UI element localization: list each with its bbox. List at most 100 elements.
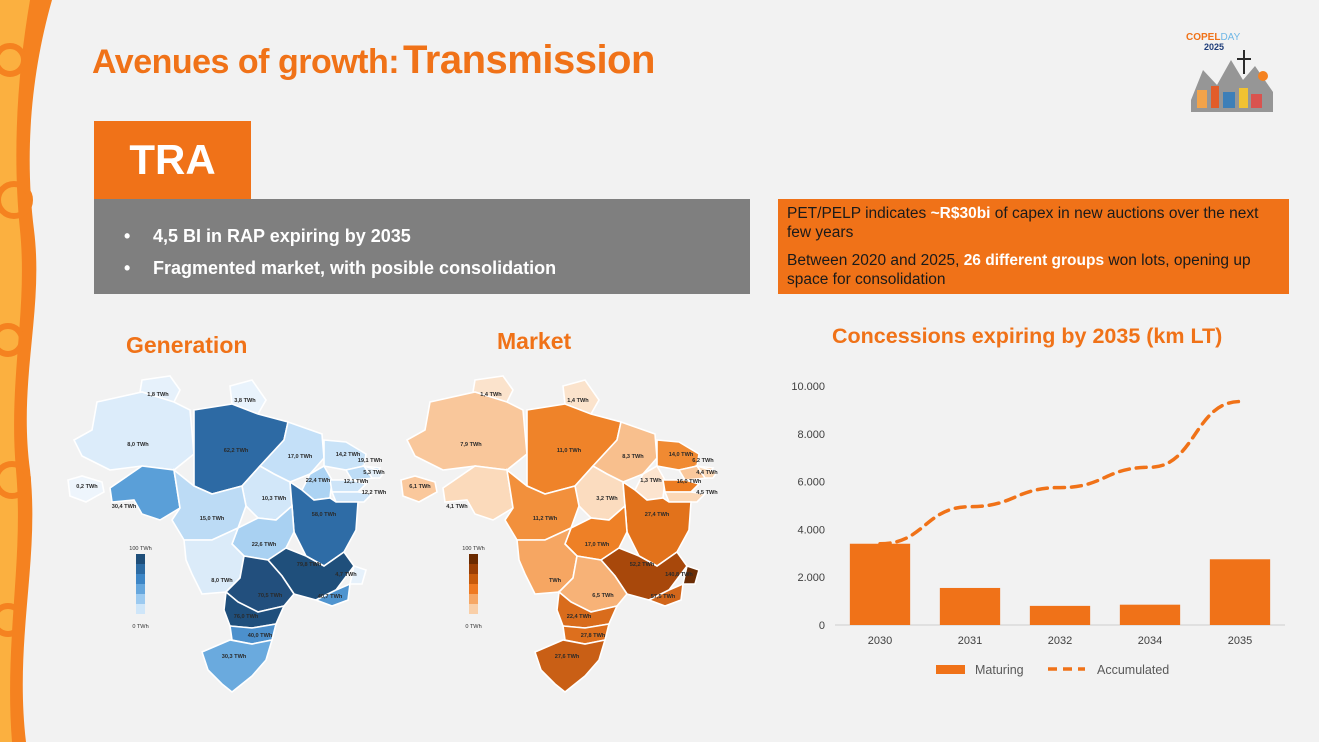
market-region-label: 3,2 TWh xyxy=(596,496,618,502)
generation-legend-swatch xyxy=(136,594,145,604)
generation-region xyxy=(349,564,367,585)
generation-legend-swatch xyxy=(136,554,145,564)
legend-label-maturing: Maturing xyxy=(975,663,1024,677)
generation-region-label: 12,2 TWh xyxy=(362,490,387,496)
market-region-label: 140,8 TWh xyxy=(665,572,693,578)
left-decorative-band xyxy=(0,0,52,742)
market-region-label: 57,5 TWh xyxy=(651,594,676,600)
market-region-label: 6,2 TWh xyxy=(692,458,714,464)
market-region-label: 1,3 TWh xyxy=(640,478,662,484)
generation-region xyxy=(67,475,105,503)
generation-region xyxy=(329,479,368,493)
y-tick-label: 10.000 xyxy=(791,381,825,393)
market-region-label: 1,4 TWh xyxy=(480,392,502,398)
y-tick-label: 2.000 xyxy=(797,572,825,584)
generation-legend: 100 TWh 0 TWh xyxy=(129,546,152,630)
title-colon: : xyxy=(388,43,400,81)
market-region xyxy=(400,475,438,503)
highlight-capex-text-a: PET/PELP indicates xyxy=(787,205,931,222)
market-region xyxy=(682,564,700,585)
generation-region-label: 40,7 TWh xyxy=(318,594,343,600)
chart-legend: Maturing Accumulated xyxy=(936,663,1169,677)
market-region xyxy=(442,465,514,521)
generation-map-title: Generation xyxy=(126,332,248,358)
bullet-text: Fragmented market, with posible consolid… xyxy=(153,258,557,278)
market-region xyxy=(662,479,701,493)
y-tick-label: 6.000 xyxy=(797,477,825,489)
market-region-label: 16,0 TWh xyxy=(677,479,702,485)
market-region-label: 1,4 TWh xyxy=(567,398,589,404)
generation-region-label: 22,6 TWh xyxy=(252,542,277,548)
y-tick-label: 8.000 xyxy=(797,429,825,441)
legend-swatch-maturing xyxy=(936,665,965,674)
x-tick-label: 2030 xyxy=(868,635,892,647)
title-part1: Avenues of growth xyxy=(92,43,389,81)
market-region xyxy=(534,638,607,694)
market-region-label: 6,1 TWh xyxy=(409,484,431,490)
highlight-capex-text-c: of capex in new auctions over the next f… xyxy=(787,205,1259,241)
market-region-label: 11,0 TWh xyxy=(557,448,582,454)
market-region-label: 4,1 TWh xyxy=(446,504,468,510)
generation-legend-swatch xyxy=(136,584,145,594)
logo-copel: COPEL xyxy=(1186,32,1221,43)
section-label-tra: TRA xyxy=(94,121,251,199)
generation-region-label: 58,0 TWh xyxy=(312,512,337,518)
legend-label-accumulated: Accumulated xyxy=(1097,663,1169,677)
market-region-label: 11,2 TWh xyxy=(533,516,558,522)
generation-region-label: 19,1 TWh xyxy=(358,458,383,464)
market-legend-swatch xyxy=(469,554,478,564)
generation-region-label: 8,0 TWh xyxy=(127,442,149,448)
title-part2: Transmission xyxy=(403,38,655,82)
market-region-label: 4,4 TWh xyxy=(696,470,718,476)
y-tick-label: 4.000 xyxy=(797,524,825,536)
generation-legend-min: 0 TWh xyxy=(132,624,148,630)
copel-day-logo: COPELDAY 2025 xyxy=(1183,30,1279,120)
x-tick-label: 2032 xyxy=(1048,635,1072,647)
generation-region-label: 8,0 TWh xyxy=(211,578,233,584)
market-legend-swatch xyxy=(469,584,478,594)
generation-region-label: 30,3 TWh xyxy=(222,654,247,660)
market-region xyxy=(405,391,528,471)
line-accumulated xyxy=(878,399,1242,546)
highlights-box: PET/PELP indicates ~R$30bi of capex in n… xyxy=(778,199,1289,294)
market-region-label: 27,6 TWh xyxy=(555,654,580,660)
market-region-label: 8,3 TWh xyxy=(622,454,644,460)
generation-region-label: 76,0 TWh xyxy=(234,614,259,620)
chart-title: Concessions expiring by 2035 (km LT) xyxy=(832,324,1223,348)
bar-maturing xyxy=(1119,604,1181,625)
generation-region-label: 14,2 TWh xyxy=(336,452,361,458)
generation-region-label: 30,4 TWh xyxy=(112,504,137,510)
concessions-chart: 0 2.000 4.000 6.000 8.000 10.000 2030 2031 2032 2… xyxy=(791,381,1285,677)
generation-region xyxy=(109,465,181,521)
generation-map-regions: 1,8 TWh 3,8 TWh 8,0 TWh 62,2 TWh 17,0 TWh 14,… xyxy=(67,375,387,694)
generation-region-label: 0,2 TWh xyxy=(76,484,98,490)
market-legend-min: 0 TWh xyxy=(465,624,481,630)
slide-title: Avenues of growth: Transmission xyxy=(92,38,655,83)
generation-region xyxy=(72,391,195,471)
market-map: 1,4 TWh 1,4 TWh 7,9 TWh 11,0 TWh 8,3 TWh 14,0… xyxy=(400,375,719,694)
market-region-label: 27,8 TWh xyxy=(581,633,606,639)
bar-maturing xyxy=(939,587,1001,625)
market-legend-swatch xyxy=(469,574,478,584)
key-points-list: • 4,5 BI in RAP expiring by 2035 • Fragmen… xyxy=(124,225,556,289)
bar-maturing xyxy=(1209,559,1271,625)
generation-legend-max: 100 TWh xyxy=(129,546,152,552)
market-map-title: Market xyxy=(497,328,572,354)
generation-region-label: 3,8 TWh xyxy=(234,398,256,404)
market-legend: 100 TWh 0 TWh xyxy=(462,546,485,630)
market-region xyxy=(695,464,719,479)
generation-region-label: 62,2 TWh xyxy=(224,448,249,454)
generation-legend-swatch xyxy=(136,604,145,614)
highlight-groups-value: 26 different groups xyxy=(963,252,1105,269)
market-region-label: 6,5 TWh xyxy=(592,593,614,599)
market-legend-swatch xyxy=(469,564,478,574)
y-tick-label: 0 xyxy=(819,620,825,632)
bullet-marker: • xyxy=(124,226,131,246)
market-region-label: 7,9 TWh xyxy=(460,442,482,448)
market-legend-swatch xyxy=(469,594,478,604)
generation-region-label: 15,0 TWh xyxy=(200,516,225,522)
bar-maturing xyxy=(849,543,911,625)
market-region-label: 22,4 TWh xyxy=(567,614,592,620)
generation-region-label: 40,0 TWh xyxy=(248,633,273,639)
market-region-label: TWh xyxy=(549,578,562,584)
